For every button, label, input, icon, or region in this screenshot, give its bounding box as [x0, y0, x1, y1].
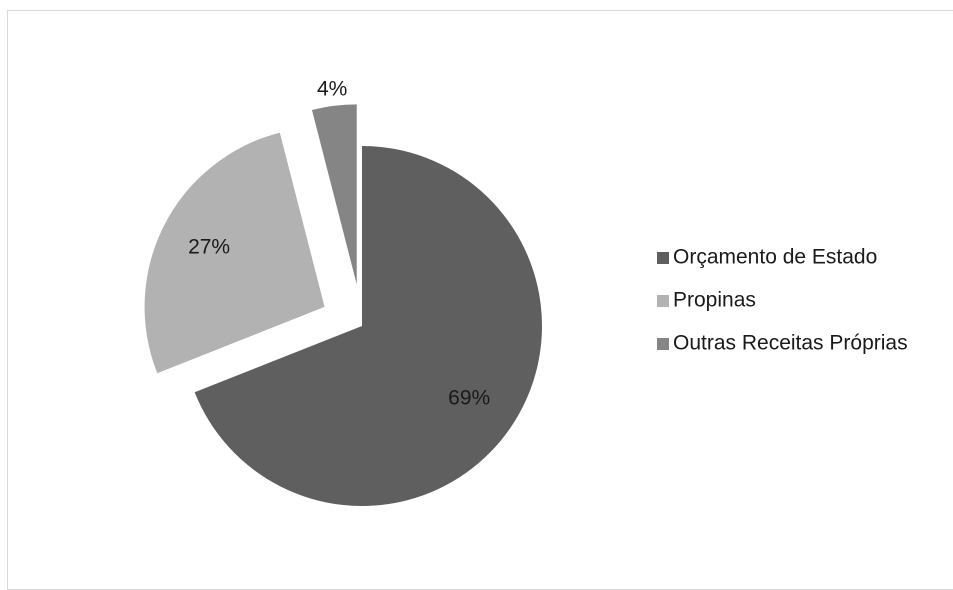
data-label-outras-receitas-proprias: 4% — [317, 77, 347, 100]
pie-slice-outras-receitas-proprias — [311, 104, 357, 285]
pie-data-labels: 69% 27% 4% — [188, 77, 490, 409]
pie-slice-orcamento-de-estado — [194, 146, 542, 507]
legend-swatch-outras-receitas-proprias — [657, 338, 669, 350]
data-label-orcamento-de-estado: 69% — [448, 386, 490, 409]
legend: Orçamento de Estado Propinas Outras Receit… — [657, 246, 908, 355]
legend-label-orcamento-de-estado: Orçamento de Estado — [673, 246, 877, 269]
legend-label-outras-receitas-proprias: Outras Receitas Próprias — [673, 332, 908, 355]
legend-swatch-propinas — [657, 295, 669, 307]
data-label-propinas: 27% — [188, 236, 230, 259]
legend-label-propinas: Propinas — [673, 289, 756, 312]
legend-swatch-orcamento-de-estado — [657, 252, 669, 264]
pie-slices — [144, 104, 542, 507]
pie-slice-propinas — [144, 132, 325, 374]
